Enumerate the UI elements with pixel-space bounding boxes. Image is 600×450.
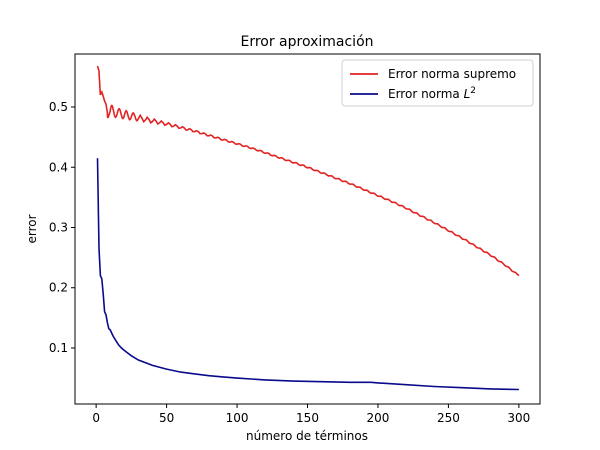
x-tick-label: 100	[226, 411, 249, 425]
x-tick-label: 50	[159, 411, 174, 425]
x-tick-label: 0	[92, 411, 100, 425]
chart-title: Error aproximación	[240, 34, 373, 50]
x-tick-label: 150	[296, 411, 319, 425]
legend: Error norma supremo Error norma L2	[341, 59, 534, 107]
y-tick-label: 0.2	[49, 281, 68, 295]
y-tick-label: 0.1	[49, 341, 68, 355]
x-tick-label: 200	[367, 411, 390, 425]
legend-label: Error norma supremo	[388, 67, 516, 81]
series-line-2	[96, 158, 519, 391]
plot-area	[96, 65, 520, 391]
y-tick-label: 0.4	[49, 160, 68, 174]
y-tick-label: 0.3	[49, 220, 68, 234]
x-tick-label: 250	[437, 411, 460, 425]
x-axis-label: número de términos	[246, 429, 368, 443]
legend-box	[341, 59, 534, 107]
series-line-1	[96, 65, 520, 277]
x-tick-label: 300	[507, 411, 530, 425]
y-axis-label: error	[25, 214, 39, 243]
y-tick-label: 0.5	[49, 100, 68, 114]
legend-label: Error norma L2	[388, 86, 476, 101]
